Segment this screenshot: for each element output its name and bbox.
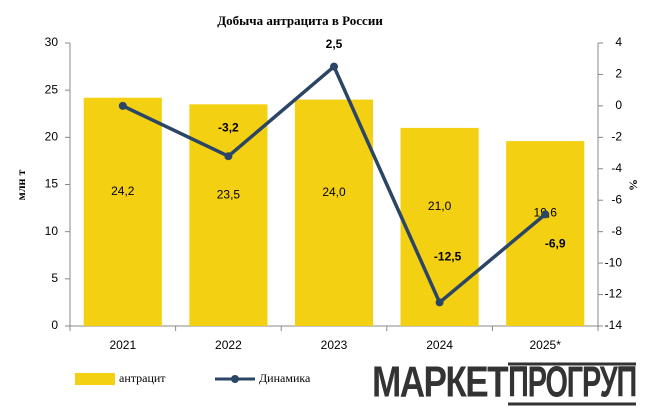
line-value-label: -6,9: [545, 237, 566, 251]
y2-tick-label: 0: [615, 98, 622, 112]
x-tick-label: 2021: [109, 338, 136, 352]
y-tick-label: 15: [45, 177, 59, 191]
y-tick-label: 0: [51, 318, 58, 332]
x-tick-label: 2023: [321, 338, 348, 352]
y-tick-label: 5: [51, 271, 58, 285]
legend-label: Динамика: [259, 371, 311, 385]
y2-tick-label: 2: [615, 67, 622, 81]
y2-tick-label: -8: [611, 224, 622, 238]
legend-label: антрацит: [119, 371, 166, 385]
legend-swatch: [75, 373, 115, 385]
y-axis-label: млн т: [14, 170, 28, 201]
y-tick-label: 30: [45, 35, 59, 49]
line-value-label: 2,5: [326, 37, 343, 51]
y2-tick-label: -2: [611, 130, 622, 144]
bar: [189, 104, 268, 326]
y2-tick-label: -12: [605, 287, 623, 301]
y2-axis-label: %: [626, 179, 640, 191]
bar-value-label: 21,0: [428, 199, 452, 213]
line-point: [541, 210, 550, 219]
y2-tick-label: -10: [605, 255, 623, 269]
chart-title: Добыча антрацита в России: [217, 13, 383, 28]
legend-swatch: [231, 375, 239, 383]
bar: [83, 97, 162, 326]
bar: [294, 99, 374, 326]
line-value-label: -3,2: [218, 120, 239, 134]
bar: [506, 141, 585, 326]
y2-tick-label: 4: [615, 35, 622, 49]
x-tick-label: 2022: [215, 338, 242, 352]
brand-part: ПРОГРУП: [508, 358, 636, 407]
line-point: [330, 62, 338, 71]
y2-tick-label: -14: [605, 318, 623, 332]
y-tick-label: 10: [45, 224, 59, 238]
line-point: [224, 152, 233, 161]
y-tick-label: 25: [45, 82, 59, 96]
x-tick-label: 2024: [426, 338, 453, 352]
line-value-label: -12,5: [434, 250, 462, 264]
y-tick-label: 20: [45, 130, 59, 144]
bar-value-label: 24,2: [111, 184, 135, 198]
x-tick-label: 2025*: [530, 338, 562, 352]
line-point: [118, 101, 127, 110]
brand-part: МАРКЕТ: [372, 358, 509, 407]
line-point: [435, 298, 444, 307]
y2-tick-label: -4: [611, 161, 622, 175]
y2-tick-label: -6: [611, 192, 622, 206]
bar: [400, 127, 479, 327]
bar-value-label: 23,5: [217, 187, 241, 201]
bar-value-label: 24,0: [322, 185, 346, 199]
